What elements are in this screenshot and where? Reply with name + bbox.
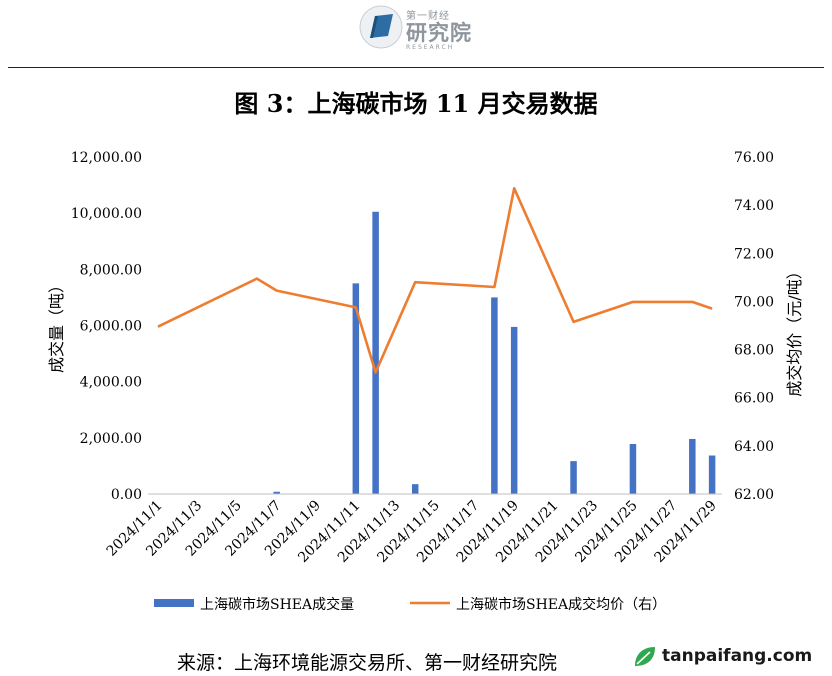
report-header: 第一财经 研究院 RESEARCH [0, 0, 832, 68]
left-tick-label: 6,000.00 [80, 319, 142, 335]
logo-sub-text: RESEARCH [406, 44, 455, 51]
right-axis-tick-labels: 62.00 64.00 66.00 68.00 70.00 72.00 74.00 76.00 [734, 150, 774, 503]
legend-bar-swatch [154, 599, 194, 607]
x-axis-tick-labels: 2024/11/12024/11/32024/11/52024/11/72024… [104, 498, 720, 566]
left-tick-label: 8,000.00 [80, 262, 142, 278]
volume-bar [372, 211, 379, 494]
right-tick-label: 76.00 [734, 150, 774, 166]
right-tick-label: 72.00 [734, 246, 774, 262]
left-tick-label: 4,000.00 [80, 375, 142, 391]
volume-bar [689, 438, 696, 494]
logo-top-text: 第一财经 [406, 11, 450, 22]
left-axis-title: 成交量（吨） [47, 277, 66, 373]
logo-icon [359, 5, 403, 49]
left-tick-label: 2,000.00 [80, 431, 142, 447]
right-tick-label: 62.00 [734, 487, 774, 503]
volume-bar [273, 491, 280, 494]
left-tick-label: 0.00 [111, 487, 142, 503]
legend-line-label: 上海碳市场SHEA成交均价（右） [456, 596, 666, 613]
logo-wordmark: 第一财经 研究院 RESEARCH [406, 7, 472, 51]
right-axis-title: 成交均价（元/吨） [785, 263, 804, 396]
volume-bar [510, 326, 518, 494]
right-tick-label: 66.00 [734, 391, 774, 407]
leaf-icon [635, 647, 655, 666]
right-tick-label: 74.00 [734, 198, 774, 214]
combo-chart: 0.00 2,000.00 4,000.00 6,000.00 8,000.00 10,0… [47, 150, 804, 613]
volume-bars [273, 211, 716, 494]
volume-bar [411, 484, 419, 494]
volume-bar [629, 444, 637, 494]
logo-main-text: 研究院 [406, 21, 472, 45]
volume-bar [570, 461, 577, 494]
left-tick-label: 10,000.00 [71, 206, 142, 222]
price-line [157, 187, 713, 374]
left-tick-label: 12,000.00 [71, 150, 142, 166]
volume-bar [352, 283, 360, 494]
watermark-text: tanpaifang.com [662, 646, 813, 666]
volume-bar [708, 455, 716, 494]
volume-bar [491, 297, 498, 494]
left-axis-tick-labels: 0.00 2,000.00 4,000.00 6,000.00 8,000.00 10,0… [71, 150, 142, 503]
right-tick-label: 70.00 [734, 294, 774, 310]
watermark: tanpaifang.com [632, 643, 828, 671]
header-divider [8, 67, 824, 68]
right-tick-label: 68.00 [734, 343, 774, 359]
chart-title: 图 3：上海碳市场 11 月交易数据 [234, 89, 598, 118]
source-note: 来源：上海环境能源交易所、第一财经研究院 [177, 652, 558, 674]
legend: 上海碳市场SHEA成交量 上海碳市场SHEA成交均价（右） [154, 596, 666, 613]
legend-bar-label: 上海碳市场SHEA成交量 [200, 596, 354, 613]
right-tick-label: 64.00 [734, 439, 774, 455]
